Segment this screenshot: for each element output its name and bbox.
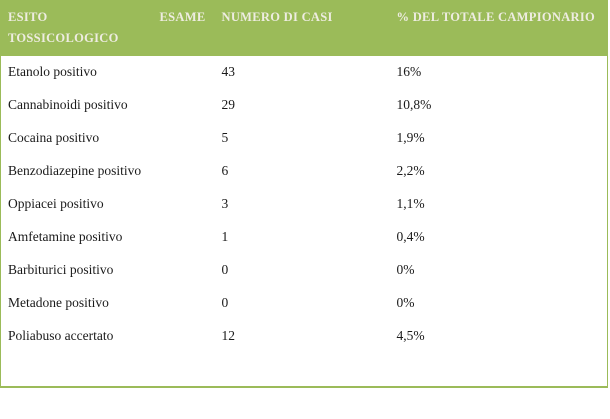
esito-cell: Benzodiazepine positivo	[8, 163, 142, 178]
table-row: Barbiturici positivo 0 0%	[0, 253, 608, 287]
esito-cell: Cannabinoidi positivo	[8, 97, 128, 112]
percentuale-cell: 1,1%	[396, 196, 425, 211]
table-row: Cannabinoidi positivo 29 10,8%	[0, 88, 608, 122]
table-row: Oppiacei positivo 3 1,1%	[0, 187, 608, 221]
esame-cell	[153, 56, 215, 89]
percentuale-cell: 1,9%	[396, 130, 425, 145]
esito-cell: Etanolo positivo	[8, 64, 97, 79]
esito-cell: Poliabuso accertato	[8, 328, 114, 343]
table-row: Poliabuso accertato 12 4,5%	[0, 319, 608, 353]
esito-cell: Barbiturici positivo	[8, 262, 114, 277]
esame-cell	[153, 320, 215, 353]
numero-cell: 0	[221, 295, 229, 310]
column-header-percentuale-totale: % DEL TOTALE CAMPIONARIO	[396, 10, 596, 24]
percentuale-cell: 0%	[396, 295, 415, 310]
esame-cell	[153, 122, 215, 155]
numero-cell: 29	[221, 97, 236, 112]
esito-cell: Amfetamine positivo	[8, 229, 123, 244]
numero-cell: 6	[221, 163, 229, 178]
column-header-esame: ESAME	[159, 10, 206, 24]
table-row: Etanolo positivo 43 16%	[0, 55, 608, 89]
percentuale-cell: 10,8%	[396, 97, 432, 112]
esame-cell	[153, 155, 215, 188]
esame-cell	[153, 287, 215, 320]
esito-cell: Oppiacei positivo	[8, 196, 104, 211]
esame-cell	[153, 353, 215, 387]
table-row: Metadone positivo 0 0%	[0, 286, 608, 320]
numero-cell: 43	[221, 64, 236, 79]
percentuale-cell: 2,2%	[396, 163, 425, 178]
percentuale-cell: 0,4%	[396, 229, 425, 244]
table-row: Cocaina positivo 5 1,9%	[0, 121, 608, 155]
header-row: ESITO TOSSICOLOGICO ESAME NUMERO DI CASI…	[0, 0, 608, 56]
esito-cell: Metadone positivo	[8, 295, 109, 310]
esame-cell	[153, 89, 215, 122]
toxicology-results-table: ESITO TOSSICOLOGICO ESAME NUMERO DI CASI…	[0, 0, 608, 388]
esito-cell	[1, 353, 153, 387]
column-header-esito-tossicologico: ESITO TOSSICOLOGICO	[8, 10, 119, 45]
numero-cell: 1	[221, 229, 229, 244]
esito-cell: Cocaina positivo	[8, 130, 100, 145]
esame-cell	[153, 188, 215, 221]
percentuale-cell	[390, 353, 608, 387]
percentuale-cell: 4,5%	[396, 328, 425, 343]
numero-cell: 5	[221, 130, 229, 145]
percentuale-cell: 16%	[396, 64, 422, 79]
column-header-numero-di-casi: NUMERO DI CASI	[221, 10, 333, 24]
numero-cell	[215, 353, 390, 387]
table-row: Amfetamine positivo 1 0,4%	[0, 220, 608, 254]
esame-cell	[153, 254, 215, 287]
table-row: Benzodiazepine positivo 6 2,2%	[0, 154, 608, 188]
numero-cell: 0	[221, 262, 229, 277]
percentuale-cell: 0%	[396, 262, 415, 277]
table-row-empty	[0, 352, 608, 387]
esame-cell	[153, 221, 215, 254]
numero-cell: 12	[221, 328, 236, 343]
numero-cell: 3	[221, 196, 229, 211]
